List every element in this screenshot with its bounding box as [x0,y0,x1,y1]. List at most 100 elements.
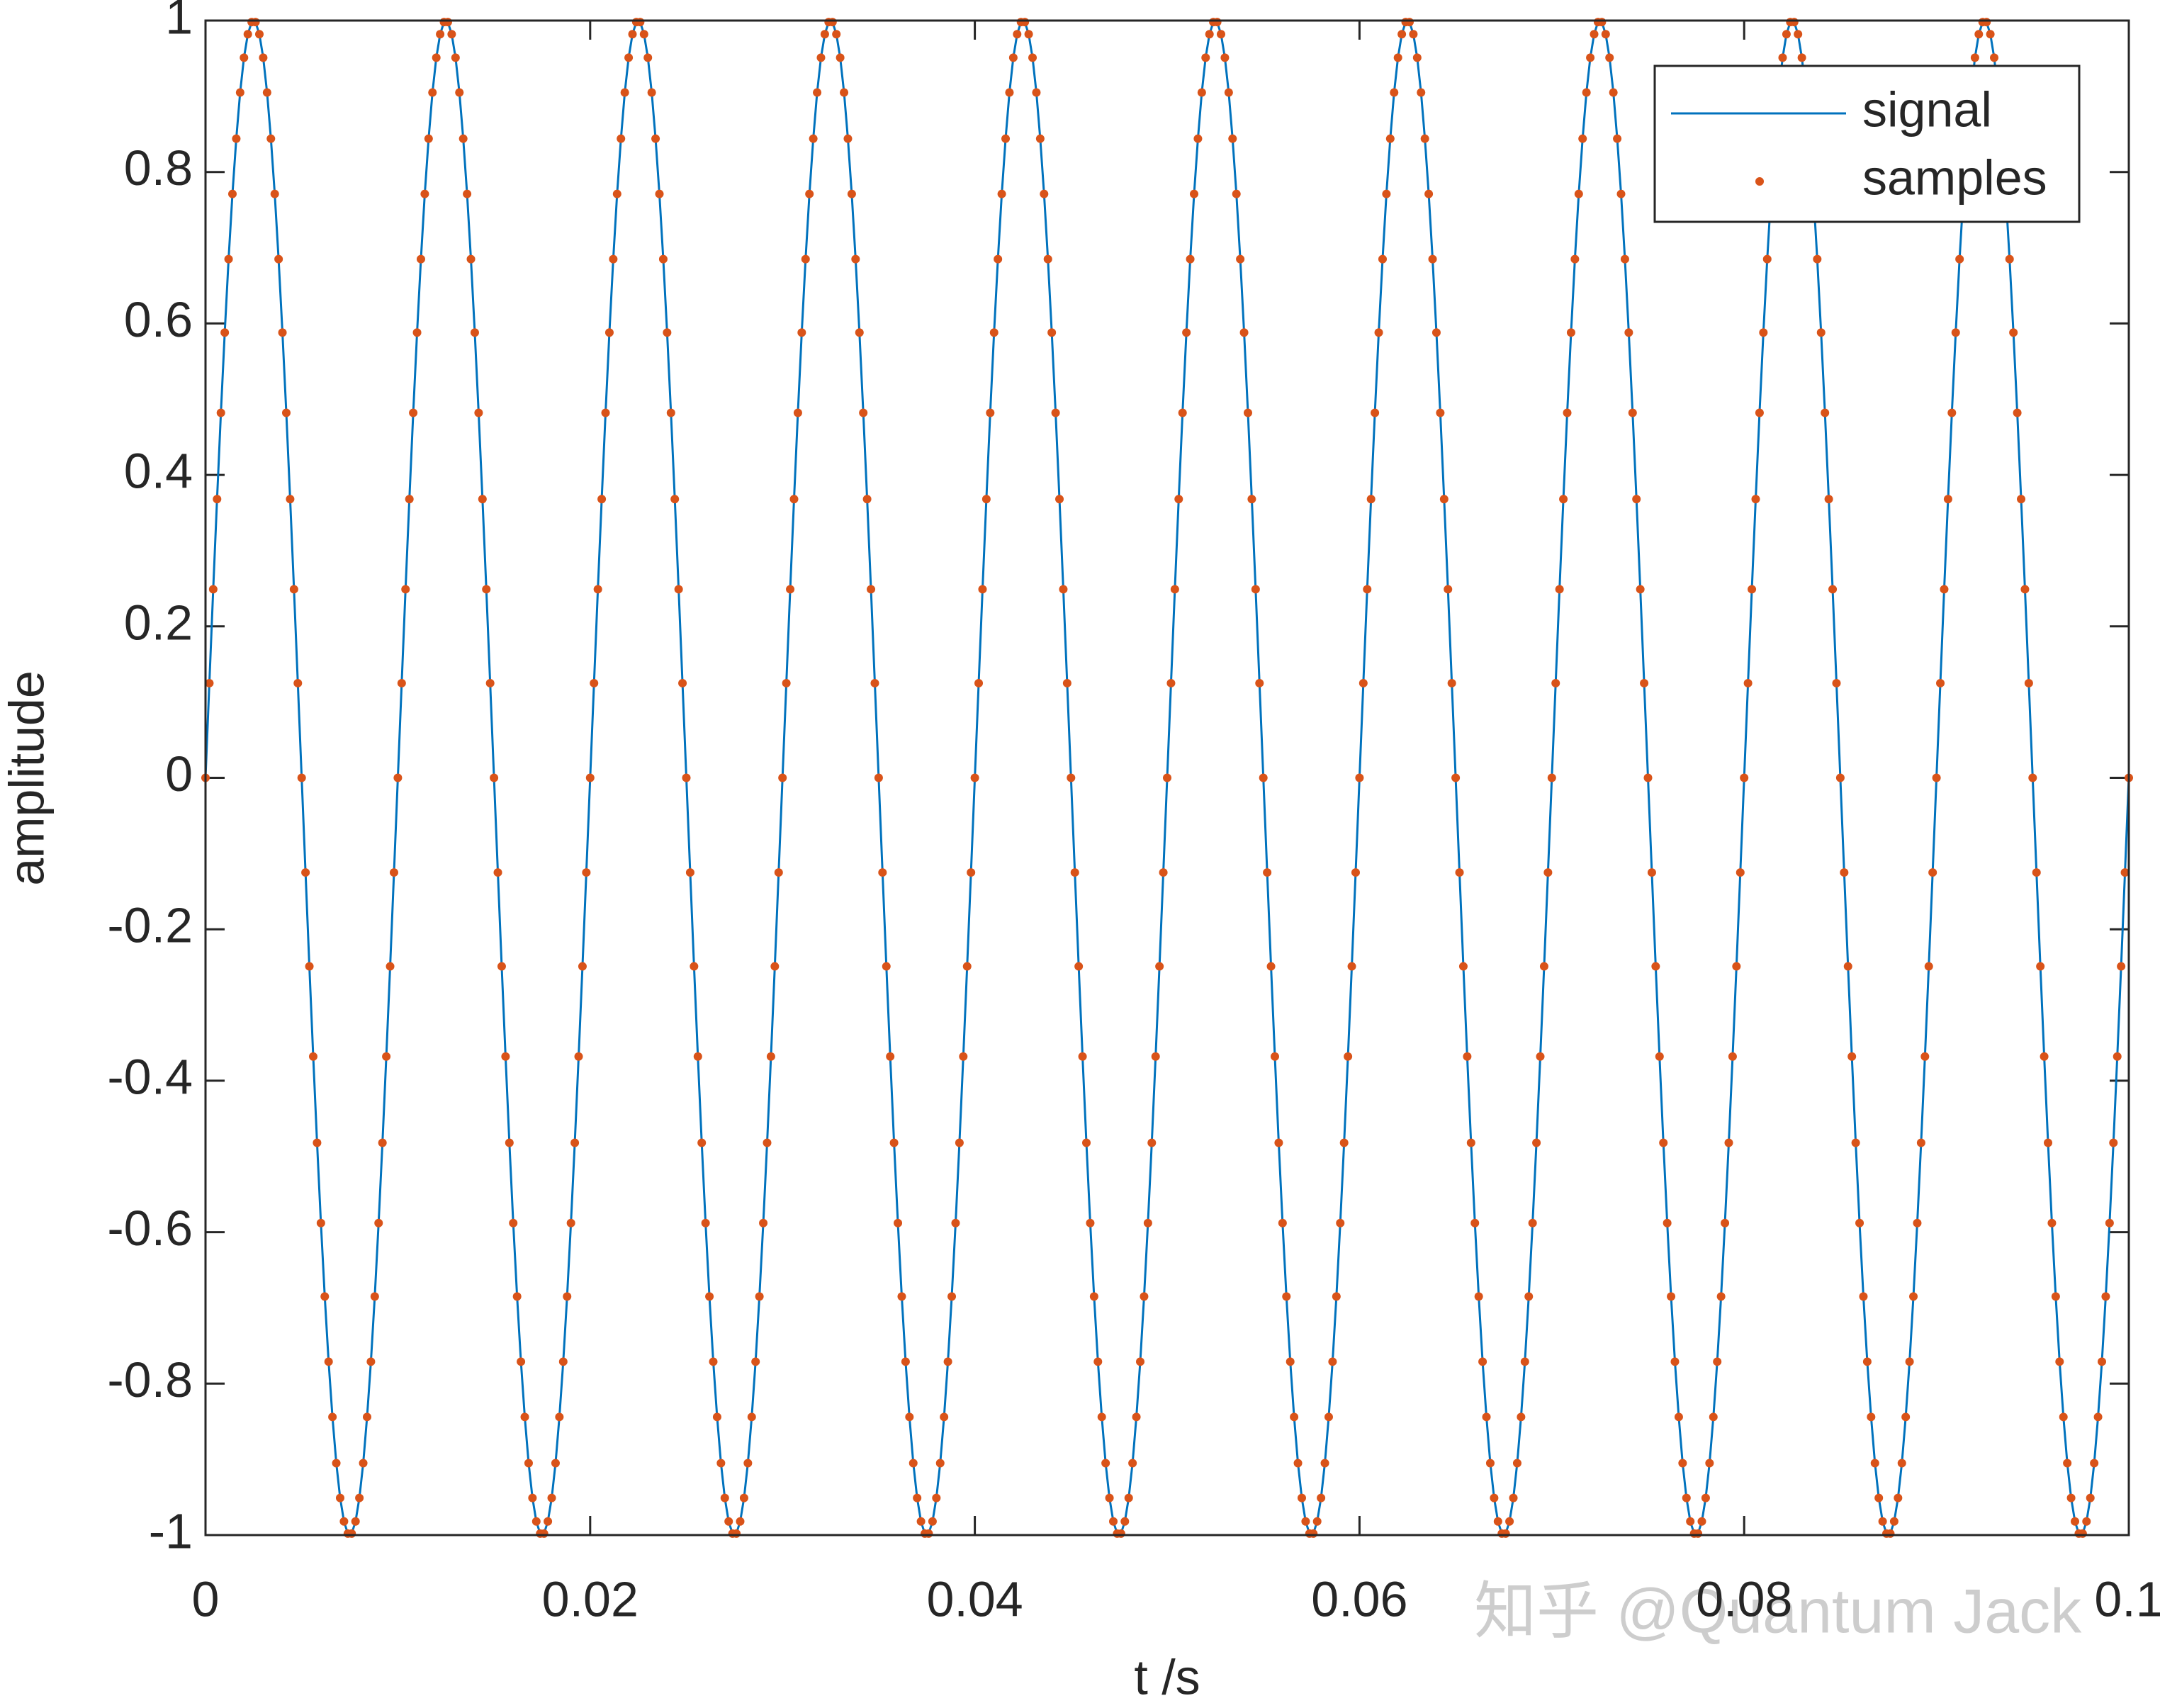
sample-dot [651,134,660,143]
sample-dot [1020,18,1030,27]
sample-dot [339,1517,349,1526]
sample-dot [793,408,802,417]
sample-dot [582,868,591,877]
sample-dot [682,773,691,782]
sample-dot [424,134,433,143]
sample-dot [1878,1517,1887,1526]
sample-dot [2063,1459,2072,1468]
sample-dot [1559,495,1568,504]
sample-dot [1047,328,1057,337]
sample-dot [409,408,418,417]
y-tick-label: 0.2 [124,595,193,650]
sample-dot [1816,328,1826,337]
sample-dot [2040,1052,2049,1061]
sample-dot [1143,1218,1152,1227]
sample-dot [1578,134,1587,143]
sample-dot [270,189,279,198]
sample-dot [636,18,645,27]
sample-dot [2020,585,2030,594]
sample-dot [1751,495,1760,504]
sample-dot [820,30,829,39]
sample-dot [1336,1218,1345,1227]
sample-dot [751,1357,760,1366]
sample-dot [2109,1138,2118,1147]
sample-dot [670,495,680,504]
sample-dot [1128,1459,1137,1468]
sample-dot [855,328,864,337]
sample-dot [1874,1493,1884,1502]
sample-dot [328,1412,337,1422]
sample-dot [2032,868,2041,877]
sample-dot [1509,1493,1518,1502]
sample-dot [251,18,260,27]
sample-dot [347,1529,356,1538]
sample-dot [1166,678,1176,687]
sample-dot [940,1412,949,1422]
sample-dot [1636,585,1645,594]
sample-dot [2101,1292,2110,1301]
legend-label: signal [1862,82,1992,137]
sample-dot [1385,134,1395,143]
sample-dot [1789,18,1799,27]
sample-dot [2098,1357,2107,1366]
sample-dot [1213,18,1222,27]
sample-dot [1351,868,1360,877]
sample-dot [1067,773,1076,782]
sample-dot [674,585,683,594]
sample-dot [266,134,276,143]
sample-dot [524,1459,533,1468]
sample-dot [1371,408,1380,417]
sample-dot [1458,962,1468,971]
sample-dot [505,1138,514,1147]
sample-dot [1105,1493,1114,1502]
sample-dot [951,1218,960,1227]
sample-dot [1170,585,1179,594]
sample-dot [286,495,295,504]
sample-dot [1282,1292,1291,1301]
sample-dot [909,1459,918,1468]
sample-dot [1312,1517,1322,1526]
sample-dot [1132,1412,1141,1422]
sample-dot [770,962,780,971]
sample-dot [478,495,487,504]
sample-dot [697,1138,707,1147]
sample-dot [1759,328,1768,337]
sample-dot [1586,53,1595,62]
sample-dot [974,678,984,687]
sample-dot [981,495,991,504]
sample-dot [1182,328,1191,337]
watermark: 知乎 @Quantum Jack [1474,1575,2082,1646]
sample-dot [1382,189,1391,198]
sample-dot [1232,189,1241,198]
sample-dot [1120,1517,1130,1526]
sample-dot [305,962,314,971]
sample-dot [1940,585,1949,594]
sample-dot [224,254,233,264]
sample-dot [1470,1218,1480,1227]
sample-dot [736,1517,745,1526]
sample-dot [574,1052,583,1061]
sample-dot [1643,773,1653,782]
sample-dot [693,1052,702,1061]
sample-dot [916,1517,926,1526]
sample-dot [1186,254,1195,264]
sample-dot [451,53,460,62]
sample-dot [2066,1493,2076,1502]
sample-dot [1847,1052,1857,1061]
sample-dot [558,1357,568,1366]
legend-box [1653,64,2081,223]
sample-dot [1928,868,1937,877]
sample-dot [274,254,283,264]
sample-dot [1151,1052,1160,1061]
sample-dot [1474,1292,1483,1301]
sample-dot [1624,328,1633,337]
sample-dot [801,254,810,264]
sample-dot [2028,773,2037,782]
sample-dot [1524,1292,1534,1301]
sample-dot [1913,1218,1922,1227]
sample-dot [1686,1517,1695,1526]
sample-dot [1447,678,1456,687]
sample-dot [1667,1292,1676,1301]
sample-dot [1705,1459,1714,1468]
sample-dot [1159,868,1168,877]
